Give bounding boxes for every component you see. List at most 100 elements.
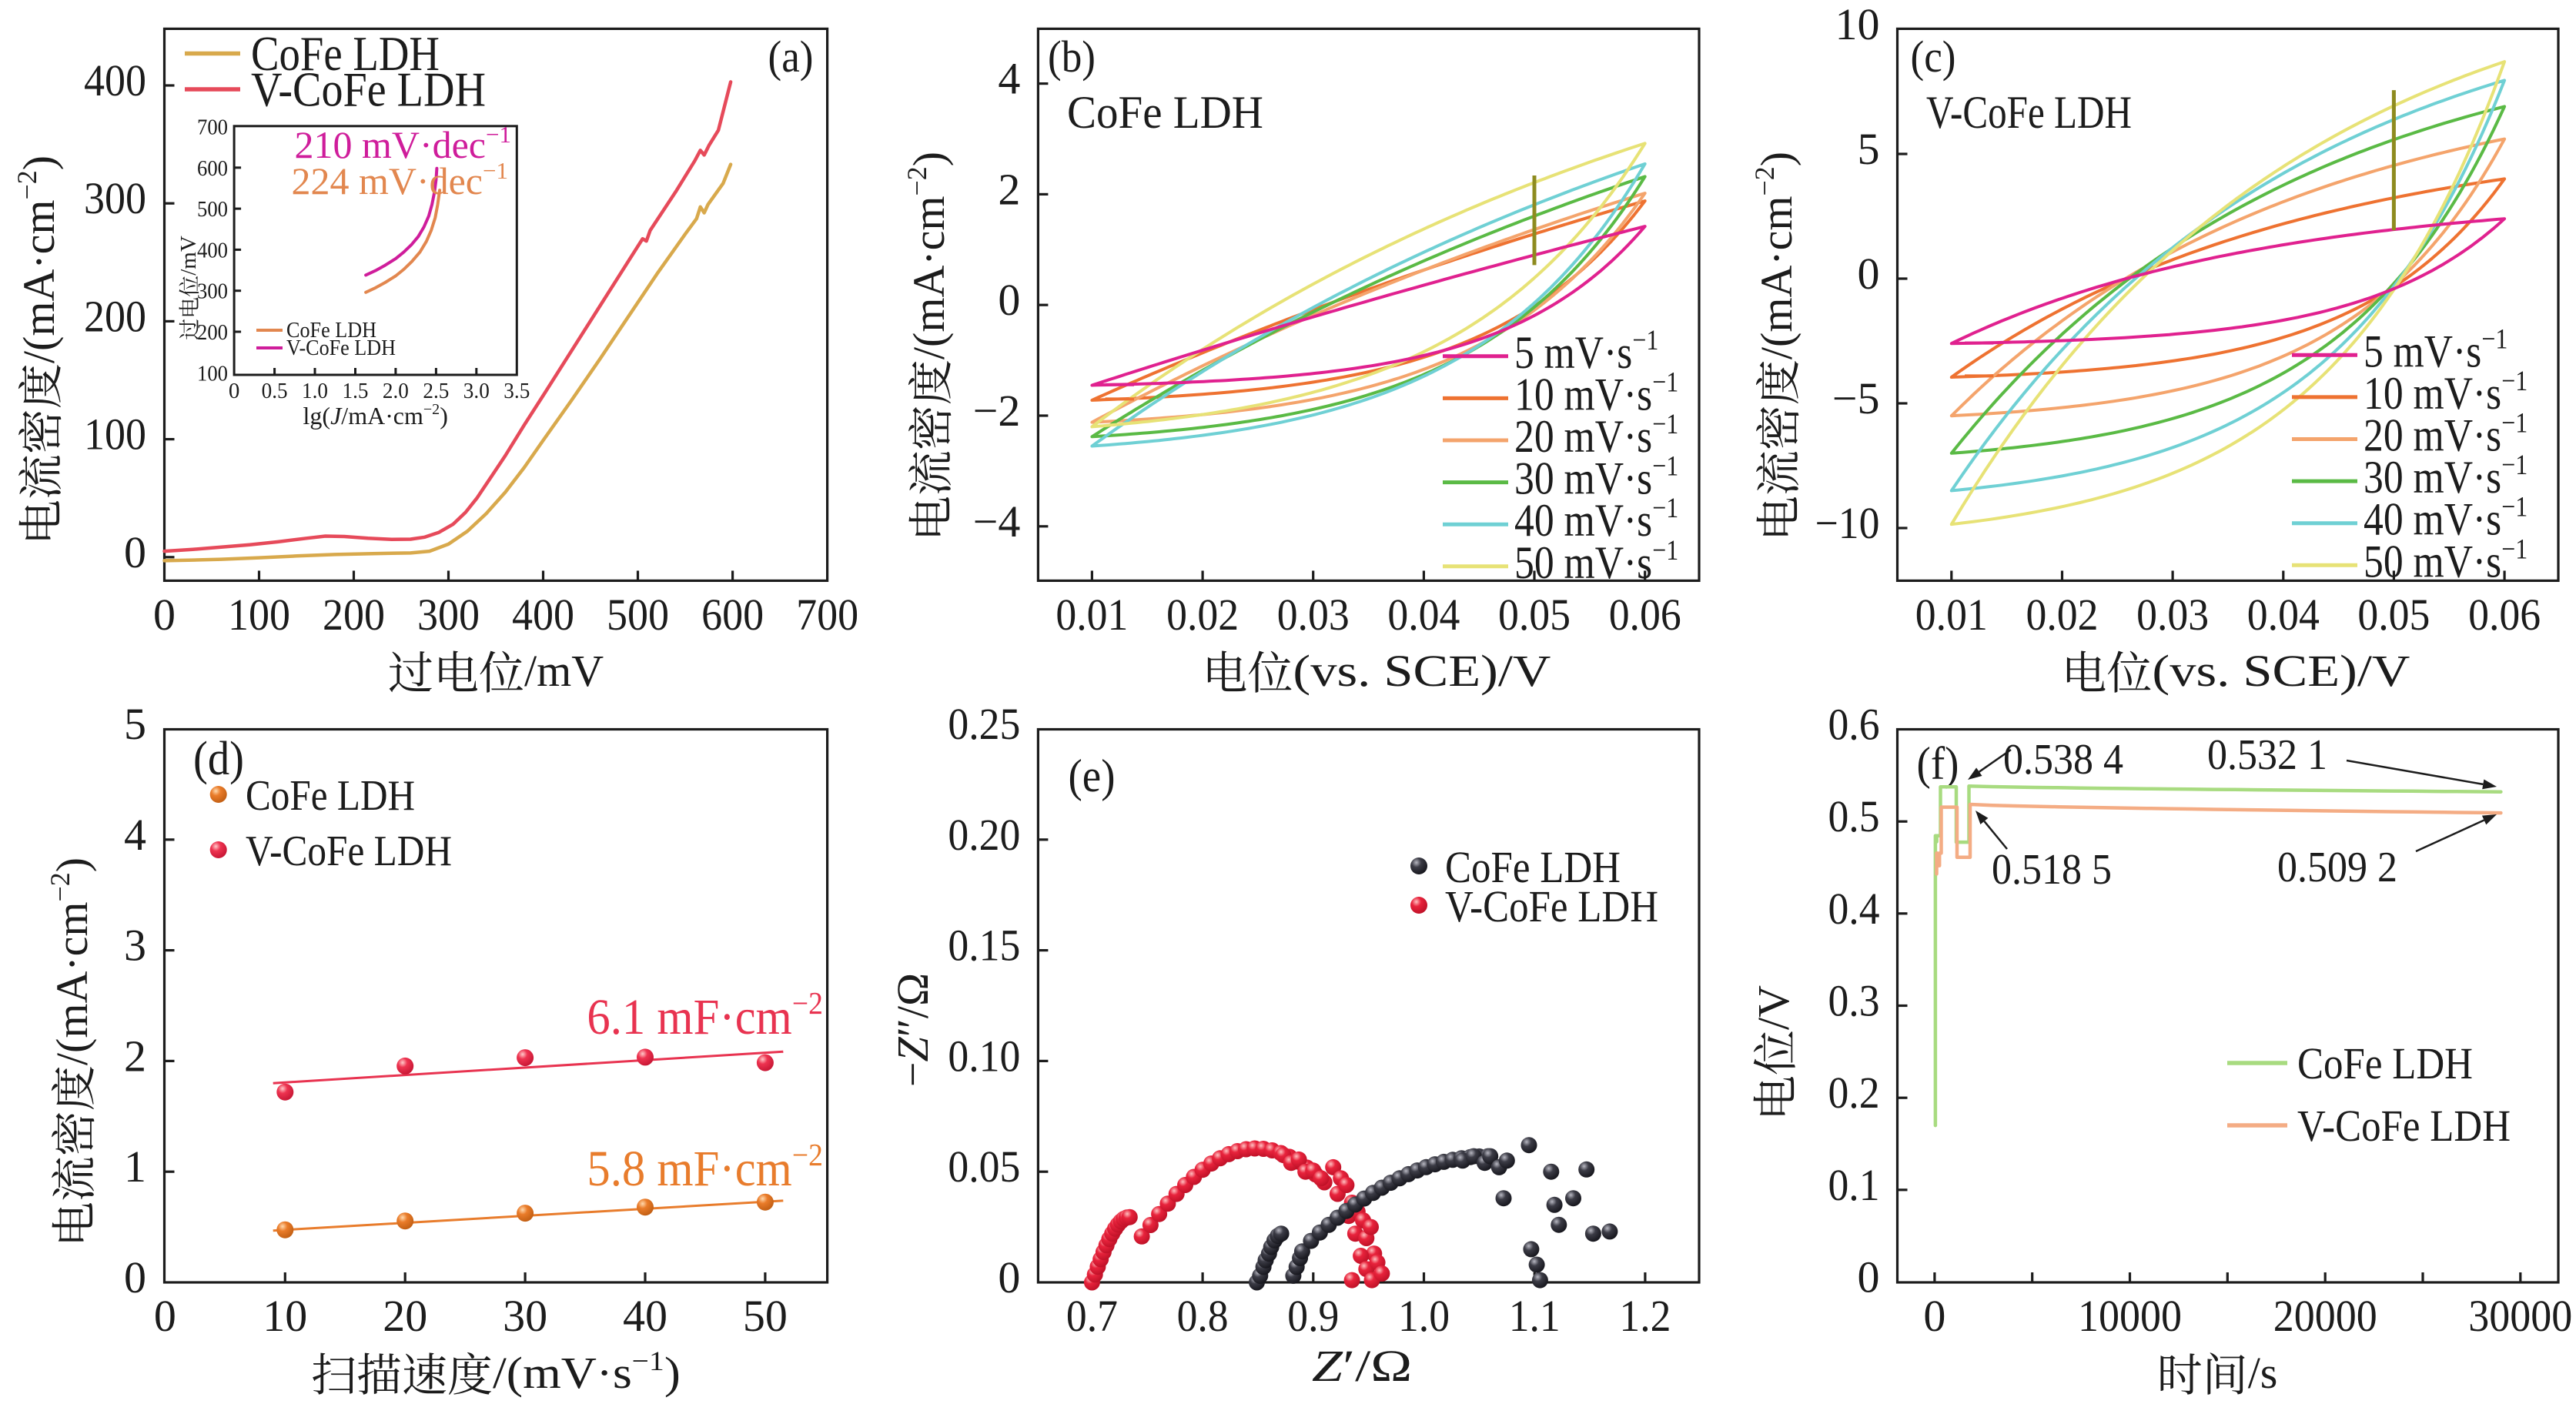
svg-text:(c): (c) [1911, 32, 1956, 82]
svg-text:CoFe LDH: CoFe LDH [286, 318, 376, 343]
svg-text:Z: Z [888, 1037, 938, 1062]
svg-text:·: · [1624, 537, 1637, 588]
svg-text:−2: −2 [423, 401, 440, 418]
svg-text:s: s [1637, 369, 1652, 420]
svg-text:·: · [597, 1348, 613, 1398]
svg-text:s: s [2486, 368, 2501, 419]
svg-text:−1: −1 [483, 157, 508, 184]
svg-text:(e): (e) [1069, 750, 1116, 801]
svg-text:(vs. SCE)/V: (vs. SCE)/V [1293, 646, 1551, 696]
svg-text:/(mA: /(mA [1751, 266, 1802, 360]
svg-text:0.04: 0.04 [2247, 590, 2320, 640]
svg-text:4: 4 [998, 54, 1020, 104]
svg-text:−2: −2 [1749, 166, 1780, 196]
svg-text:s: s [2486, 494, 2501, 545]
svg-text:V-CoFe LDH: V-CoFe LDH [1445, 881, 1658, 931]
svg-text:0: 0 [1858, 249, 1880, 299]
svg-text:3: 3 [124, 921, 146, 971]
svg-text:5 mV: 5 mV [2364, 326, 2453, 376]
svg-text:·: · [2473, 494, 2486, 545]
svg-text:0.5: 0.5 [262, 379, 288, 403]
svg-text:(f): (f) [1917, 738, 1959, 789]
svg-text:500: 500 [197, 197, 228, 222]
svg-text:0.509 2: 0.509 2 [2277, 844, 2397, 891]
svg-text:/V: /V [1748, 985, 1798, 1030]
svg-text:−1: −1 [2501, 492, 2527, 523]
svg-text:−1: −1 [2501, 450, 2527, 481]
svg-text:10: 10 [1835, 0, 1880, 49]
svg-text:50 mV: 50 mV [1514, 537, 1624, 588]
svg-text:100: 100 [228, 590, 290, 640]
svg-text:/Ω: /Ω [1355, 1341, 1412, 1391]
svg-text:1: 1 [124, 1142, 146, 1192]
svg-text:0.05: 0.05 [1498, 590, 1571, 640]
svg-text:0.4: 0.4 [1828, 884, 1880, 934]
svg-text:V-CoFe LDH: V-CoFe LDH [286, 336, 396, 360]
svg-text:−1: −1 [1652, 493, 1678, 524]
svg-text:·: · [385, 402, 393, 430]
svg-text:0.8: 0.8 [1177, 1291, 1229, 1341]
svg-text:1.0: 1.0 [1398, 1291, 1450, 1341]
svg-text:·: · [904, 250, 954, 265]
svg-text:·: · [2473, 536, 2486, 587]
svg-text:0.6: 0.6 [1828, 700, 1880, 750]
svg-text:0.02: 0.02 [2026, 590, 2099, 640]
svg-text:5 mV: 5 mV [1514, 327, 1604, 378]
svg-text:·: · [1624, 495, 1637, 546]
svg-text:s: s [2466, 326, 2481, 376]
svg-text:s: s [613, 1348, 632, 1398]
svg-text:−2: −2 [792, 1137, 823, 1172]
svg-text:4: 4 [124, 810, 146, 860]
svg-text:10 mV: 10 mV [1514, 369, 1624, 420]
svg-text:−10: −10 [1815, 498, 1880, 548]
svg-text:0: 0 [124, 527, 146, 577]
svg-text:/(mV: /(mV [493, 1348, 597, 1398]
svg-text:5: 5 [124, 699, 146, 749]
svg-text:−5: −5 [1832, 373, 1880, 423]
svg-text:300: 300 [197, 279, 228, 304]
svg-text:0.15: 0.15 [948, 921, 1020, 971]
svg-text:·: · [1624, 411, 1637, 462]
svg-text:0.5: 0.5 [1828, 791, 1880, 841]
svg-text:300: 300 [417, 590, 480, 640]
svg-text:/mA: /mA [341, 402, 385, 430]
svg-text:20 mV: 20 mV [2364, 410, 2473, 461]
svg-text:700: 700 [796, 590, 858, 640]
svg-text:s: s [2486, 452, 2501, 503]
svg-text:5.8 mF: 5.8 mF [587, 1141, 719, 1197]
svg-text:0.9: 0.9 [1287, 1291, 1339, 1341]
svg-text:210 mV: 210 mV [295, 123, 420, 166]
svg-text:J: J [330, 402, 343, 430]
svg-text:s: s [1637, 411, 1652, 462]
svg-text:2: 2 [998, 164, 1020, 214]
svg-text:V-CoFe LDH: V-CoFe LDH [251, 62, 486, 117]
svg-text:0.20: 0.20 [948, 810, 1020, 860]
svg-text:/mV: /mV [524, 646, 604, 696]
svg-text:s: s [1637, 453, 1652, 504]
svg-text:0.05: 0.05 [948, 1142, 1020, 1192]
svg-text:50 mV: 50 mV [2364, 536, 2473, 587]
svg-text:0: 0 [153, 590, 176, 640]
svg-text:−2: −2 [973, 386, 1021, 436]
svg-text:): ) [1751, 152, 1802, 166]
svg-text:10: 10 [263, 1291, 307, 1341]
svg-text:′: ′ [1343, 1341, 1355, 1391]
svg-text:−: − [888, 1061, 938, 1087]
svg-text:(a): (a) [768, 32, 814, 82]
svg-text:·: · [2473, 452, 2486, 503]
svg-text:0.518 5: 0.518 5 [1992, 846, 2112, 894]
svg-text:−1: −1 [1652, 409, 1678, 440]
svg-text:−1: −1 [632, 1345, 664, 1376]
svg-text:lg(: lg( [303, 402, 331, 430]
svg-text:): ) [440, 402, 448, 430]
svg-text:s: s [2486, 536, 2501, 587]
svg-text:0: 0 [124, 1252, 146, 1302]
svg-text:/s: /s [2248, 1348, 2278, 1398]
svg-text:/(mA: /(mA [47, 971, 97, 1066]
svg-text:·: · [47, 956, 97, 971]
svg-text:/Ω: /Ω [888, 973, 938, 1018]
svg-text:Z: Z [1312, 1341, 1343, 1391]
svg-text:V-CoFe LDH: V-CoFe LDH [1926, 87, 2132, 138]
svg-text:·: · [2453, 326, 2466, 376]
svg-text:(b): (b) [1048, 32, 1096, 82]
